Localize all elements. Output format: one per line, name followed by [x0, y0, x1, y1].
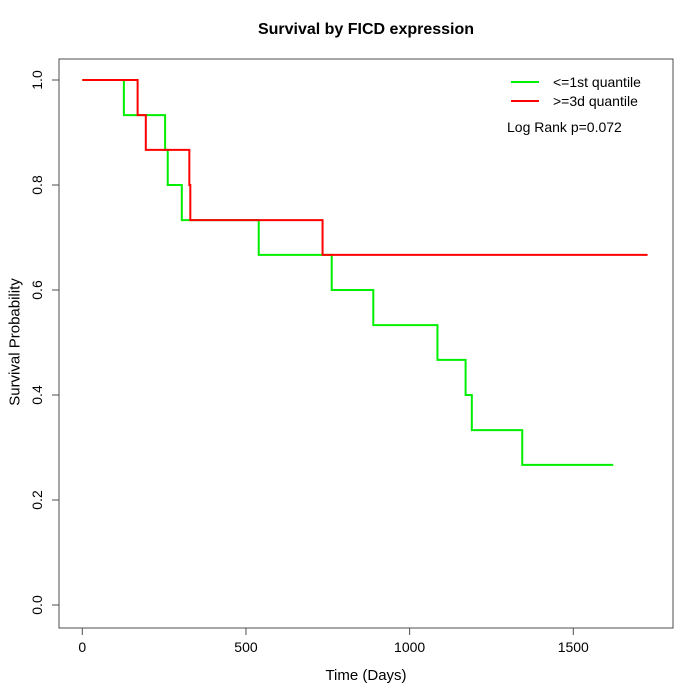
legend-line-green-icon: [511, 80, 539, 83]
y-tick-label: 0.0: [29, 595, 45, 615]
x-tick-label: 1000: [394, 639, 425, 655]
legend-item-third-quantile: >=3d quantile: [511, 91, 641, 110]
km-curve-third-quantile: [82, 79, 648, 256]
legend-label-third-quantile: >=3d quantile: [553, 92, 638, 109]
y-tick-label: 0.8: [29, 175, 45, 195]
log-rank-pvalue: Log Rank p=0.072: [507, 119, 622, 135]
plot-frame: [58, 58, 674, 629]
legend: <=1st quantile >=3d quantile Log Rank p=…: [507, 72, 641, 136]
x-tick-label: 500: [234, 639, 258, 655]
legend-line-red-icon: [511, 99, 539, 102]
y-tick-label: 0.2: [29, 490, 45, 510]
chart-title: Survival by FICD expression: [257, 21, 475, 38]
y-tick-label: 0.6: [29, 280, 45, 300]
x-tick-label: 0: [78, 639, 86, 655]
y-axis-label: Survival Probability: [6, 278, 24, 406]
y-tick-label: 0.4: [29, 385, 45, 405]
y-tick-label: 1.0: [29, 70, 45, 90]
km-curve-first-quantile: [82, 79, 614, 466]
legend-item-first-quantile: <=1st quantile: [511, 72, 641, 91]
x-axis-label: Time (Days): [325, 667, 407, 684]
legend-label-first-quantile: <=1st quantile: [553, 73, 641, 90]
x-tick-label: 1500: [558, 639, 589, 655]
